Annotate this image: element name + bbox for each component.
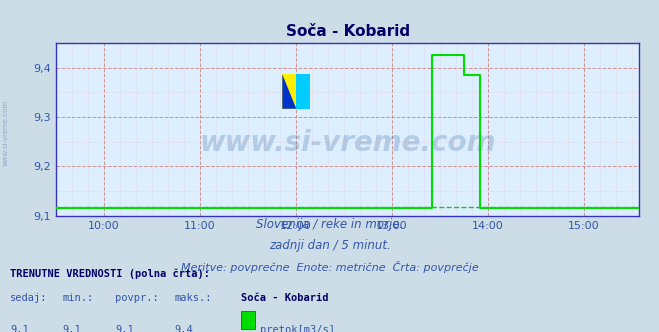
- Bar: [241, 311, 255, 329]
- Bar: [282, 74, 297, 109]
- Text: TRENUTNE VREDNOSTI (polna črta):: TRENUTNE VREDNOSTI (polna črta):: [10, 269, 210, 280]
- Bar: [297, 74, 310, 109]
- Text: 9,1: 9,1: [63, 325, 81, 332]
- Polygon shape: [282, 74, 297, 109]
- Text: 9,1: 9,1: [115, 325, 134, 332]
- Text: 9,4: 9,4: [175, 325, 193, 332]
- Text: Soča - Kobarid: Soča - Kobarid: [241, 293, 328, 303]
- Text: www.si-vreme.com: www.si-vreme.com: [200, 129, 496, 157]
- Text: www.si-vreme.com: www.si-vreme.com: [2, 100, 9, 166]
- Text: zadnji dan / 5 minut.: zadnji dan / 5 minut.: [269, 239, 390, 252]
- Text: 9,1: 9,1: [10, 325, 28, 332]
- Title: Soča - Kobarid: Soča - Kobarid: [285, 24, 410, 39]
- Text: min.:: min.:: [63, 293, 94, 303]
- Text: Meritve: povprečne  Enote: metrične  Črta: povprečje: Meritve: povprečne Enote: metrične Črta:…: [181, 262, 478, 274]
- Text: sedaj:: sedaj:: [10, 293, 47, 303]
- Text: maks.:: maks.:: [175, 293, 212, 303]
- Text: pretok[m3/s]: pretok[m3/s]: [260, 325, 335, 332]
- Text: Slovenija / reke in morje.: Slovenija / reke in morje.: [256, 218, 403, 231]
- Text: povpr.:: povpr.:: [115, 293, 159, 303]
